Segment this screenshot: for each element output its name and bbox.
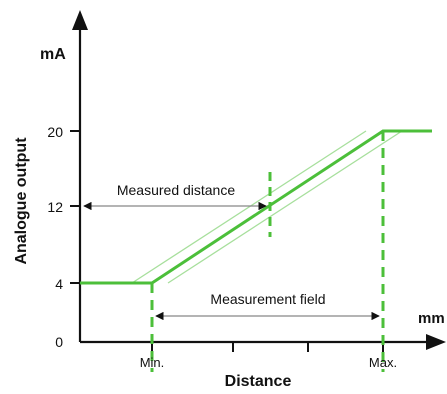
y-tick-label-0: 0 <box>55 334 63 350</box>
x-tick-label-min: Min. <box>140 355 165 370</box>
tolerance-line-upper <box>131 130 367 284</box>
y-axis-title: Analogue output <box>13 137 30 265</box>
x-unit-label: mm <box>418 310 445 327</box>
y-unit-label: mA <box>40 46 66 63</box>
y-tick-label-12: 12 <box>47 199 63 215</box>
x-axis-title: Distance <box>225 373 292 390</box>
measured-distance-label: Measured distance <box>117 182 236 198</box>
x-axis-arrowhead <box>426 334 446 350</box>
y-tick-label-4: 4 <box>55 276 63 292</box>
x-tick-label-max: Max. <box>369 355 397 370</box>
measurement-field-label: Measurement field <box>210 291 325 307</box>
signal-curve <box>80 129 432 285</box>
y-axis-arrowhead <box>72 10 88 30</box>
tolerance-line-lower <box>167 130 403 284</box>
y-tick-label-20: 20 <box>47 124 63 140</box>
